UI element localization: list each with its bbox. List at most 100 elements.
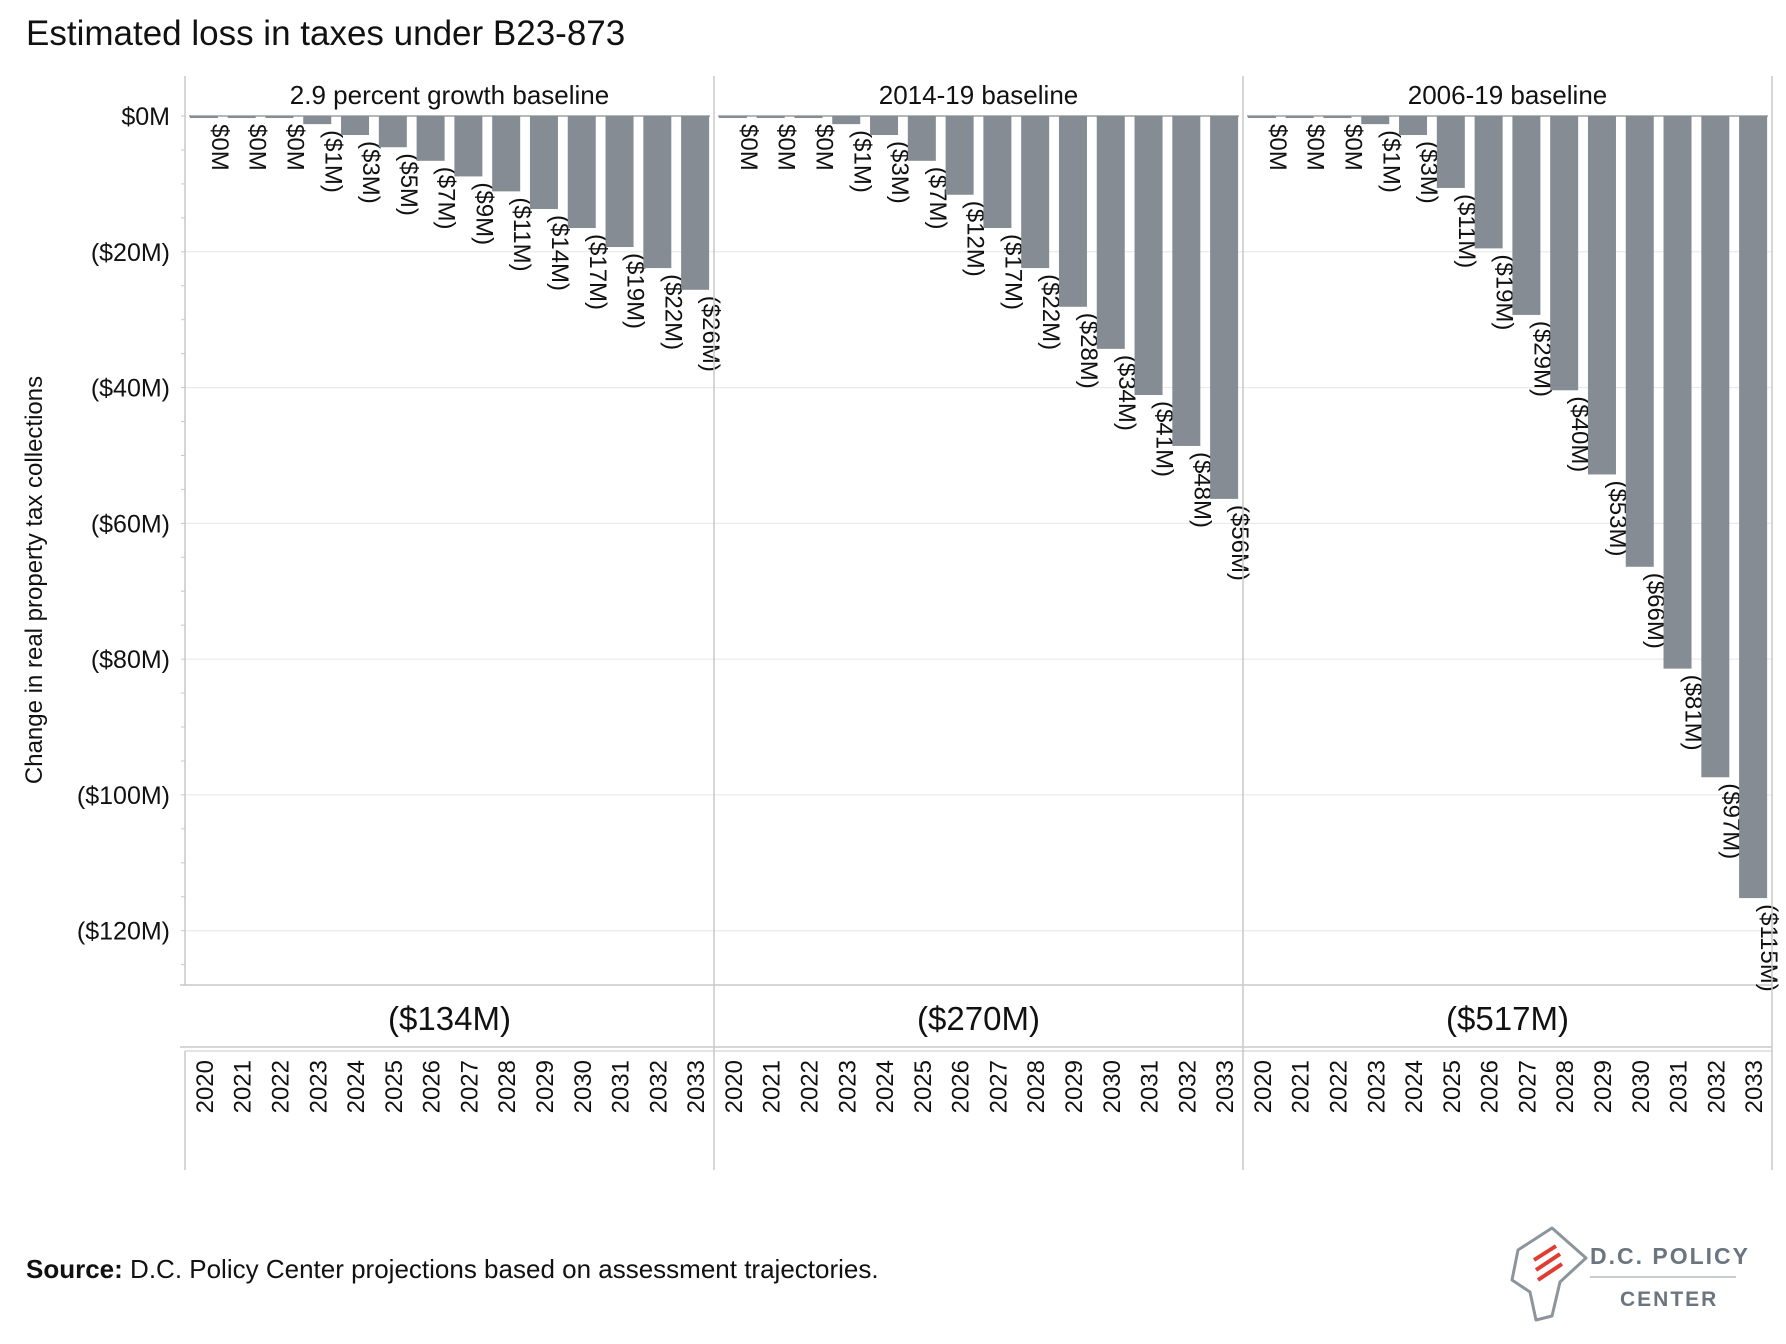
bar: [681, 116, 710, 290]
x-tick-label: 2032: [645, 1060, 672, 1113]
x-tick-label: 2020: [721, 1060, 748, 1113]
bar: [1550, 116, 1579, 391]
bar: [1285, 116, 1314, 119]
bar-value-label: ($7M): [433, 167, 460, 230]
panel-title: 2014-19 baseline: [879, 80, 1079, 110]
panel-title: 2006-19 baseline: [1408, 80, 1608, 110]
y-axis-label: Change in real property tax collections: [21, 376, 48, 784]
x-tick-label: 2028: [1023, 1060, 1050, 1113]
bar-value-label: ($9M): [470, 182, 497, 245]
x-tick-label: 2030: [1099, 1060, 1126, 1113]
bar-value-label: $0M: [281, 124, 308, 171]
bar: [1247, 116, 1276, 119]
x-tick-label: 2023: [1363, 1060, 1390, 1113]
bar-value-label: ($5M): [395, 153, 422, 216]
x-tick-label: 2026: [948, 1060, 975, 1113]
bar: [794, 116, 823, 119]
x-tick-label: 2023: [834, 1060, 861, 1113]
x-tick-label: 2027: [456, 1060, 483, 1113]
x-tick-label: 2033: [683, 1060, 710, 1113]
y-tick-label: ($120M): [77, 918, 170, 946]
bar: [1701, 116, 1730, 778]
x-tick-label: 2020: [1250, 1060, 1277, 1113]
x-tick-label: 2022: [796, 1060, 823, 1113]
bar: [1134, 116, 1163, 396]
panel-title: 2.9 percent growth baseline: [290, 80, 609, 110]
bar: [416, 116, 445, 161]
bar: [1474, 116, 1503, 249]
x-tick-label: 2029: [532, 1060, 559, 1113]
x-tick-label: 2023: [305, 1060, 332, 1113]
x-tick-label: 2031: [608, 1060, 635, 1113]
y-tick-label: ($80M): [91, 646, 170, 674]
bar: [1021, 116, 1050, 269]
x-tick-label: 2024: [1401, 1060, 1428, 1113]
x-tick-label: 2022: [1325, 1060, 1352, 1113]
bar: [832, 116, 861, 125]
bar-value-label: ($1M): [848, 130, 875, 193]
bar: [1739, 116, 1768, 899]
bar-value-label: ($26M): [697, 296, 724, 372]
bar: [983, 116, 1012, 229]
x-tick-label: 2028: [1552, 1060, 1579, 1113]
x-tick-label: 2025: [1439, 1060, 1466, 1113]
bar-value-label: $0M: [1339, 124, 1366, 171]
bar-value-label: ($56M): [1226, 505, 1253, 581]
bar-value-label: $0M: [244, 124, 271, 171]
x-tick-label: 2022: [267, 1060, 294, 1113]
x-tick-label: 2026: [419, 1060, 446, 1113]
x-tick-label: 2029: [1590, 1060, 1617, 1113]
bar: [265, 116, 294, 119]
bar: [1172, 116, 1201, 446]
x-tick-label: 2025: [381, 1060, 408, 1113]
bar: [1210, 116, 1239, 499]
x-tick-label: 2031: [1137, 1060, 1164, 1113]
x-tick-label: 2029: [1061, 1060, 1088, 1113]
x-tick-label: 2033: [1212, 1060, 1239, 1113]
y-tick-label: ($60M): [91, 510, 170, 538]
x-tick-label: 2020: [192, 1060, 219, 1113]
bar: [189, 116, 218, 119]
bar: [567, 116, 596, 229]
bar: [1323, 116, 1352, 119]
y-tick-label: ($20M): [91, 239, 170, 267]
bar: [1512, 116, 1541, 315]
bar: [1663, 116, 1692, 669]
bar-value-label: ($115M): [1755, 904, 1782, 992]
logo-line-1: D.C. POLICY: [1590, 1243, 1750, 1269]
bar: [1361, 116, 1390, 125]
x-tick-label: 2025: [910, 1060, 937, 1113]
bar: [303, 116, 332, 125]
bar-value-label: ($11M): [508, 197, 535, 271]
x-tick-label: 2027: [1514, 1060, 1541, 1113]
source-text: D.C. Policy Center projections based on …: [122, 1254, 879, 1284]
bar: [870, 116, 899, 136]
bar: [1096, 116, 1125, 349]
x-tick-label: 2032: [1703, 1060, 1730, 1113]
bar: [378, 116, 407, 148]
dc-policy-center-logo: D.C. POLICY CENTER: [1510, 1226, 1750, 1322]
x-tick-label: 2021: [759, 1060, 786, 1113]
x-tick-label: 2032: [1174, 1060, 1201, 1113]
bar-value-label: $0M: [206, 124, 233, 171]
bar-value-label: $0M: [810, 124, 837, 171]
x-tick-label: 2031: [1666, 1060, 1693, 1113]
bar-value-label: $0M: [773, 124, 800, 171]
x-tick-label: 2021: [230, 1060, 257, 1113]
bar: [945, 116, 974, 195]
bar: [1436, 116, 1465, 188]
bar-value-label: ($1M): [1377, 130, 1404, 193]
bar: [454, 116, 483, 177]
x-tick-label: 2024: [343, 1060, 370, 1113]
y-tick-label: ($100M): [77, 782, 170, 810]
bar: [605, 116, 634, 248]
dc-map-icon: [1510, 1226, 1588, 1322]
bar: [1399, 116, 1428, 136]
y-tick-label: ($40M): [91, 375, 170, 403]
x-tick-label: 2024: [872, 1060, 899, 1113]
bar-value-label: ($1M): [319, 130, 346, 193]
bar-value-label: $0M: [1302, 124, 1329, 171]
bar: [529, 116, 558, 210]
bar-value-label: $0M: [735, 124, 762, 171]
